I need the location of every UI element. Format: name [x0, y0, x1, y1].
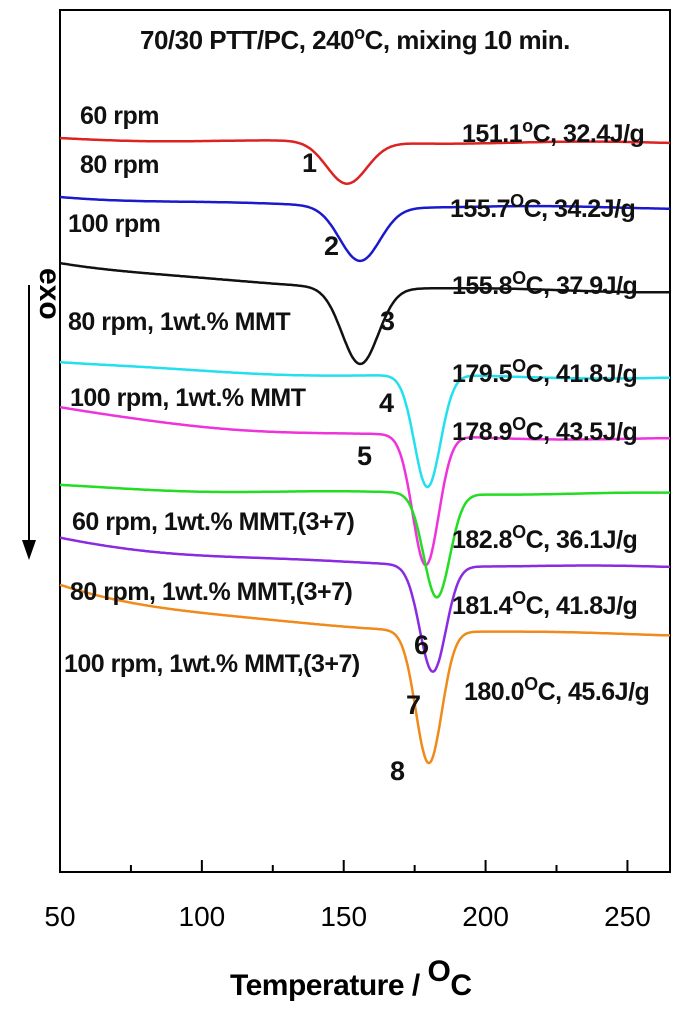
series-line-4: [59, 360, 671, 489]
series-number-label-1: 1: [302, 148, 317, 178]
x-axis-title-text: Temperature /: [230, 969, 428, 1002]
series-curves: [59, 136, 671, 765]
x-axis-title-unit: C: [450, 969, 471, 1002]
series-name-label-8: 100 rpm, 1wt.% MMT,(3+7): [64, 650, 360, 678]
x-tick-label-50: 50: [44, 901, 75, 932]
x-tick-label-150: 150: [320, 901, 367, 932]
series-name-label-6: 60 rpm, 1wt.% MMT,(3+7): [72, 508, 354, 536]
series-line-5: [59, 405, 671, 567]
peak-annotation-1: 151.1oC, 32.4J/g: [462, 116, 644, 148]
series-name-label-1: 60 rpm: [80, 102, 159, 130]
series-number-label-5: 5: [357, 441, 372, 471]
series-line-7: [59, 536, 670, 674]
series-number-label-6: 6: [414, 630, 429, 660]
y-axis-label-exo: exo: [33, 268, 66, 320]
chart-title: 70/30 PTT/PC, 240oC, mixing 10 min.: [140, 23, 570, 55]
peak-annotation-2: 155.7OC, 34.2J/g: [450, 191, 635, 223]
peak-annotation-3: 155.8OC, 37.9J/g: [452, 268, 637, 300]
x-axis-title-unit-sup: O: [428, 955, 451, 988]
peak-annotation-7: 181.4OC, 41.8J/g: [452, 588, 637, 620]
series-number-label-2: 2: [324, 231, 339, 261]
peak-annotation-8: 180.0OC, 45.6J/g: [464, 674, 649, 706]
x-tick-label-200: 200: [462, 901, 509, 932]
series-name-label-7: 80 rpm, 1wt.% MMT,(3+7): [70, 578, 352, 606]
series-name-label-4: 80 rpm, 1wt.% MMT: [68, 308, 290, 336]
peak-annotation-6: 182.8OC, 36.1J/g: [452, 522, 637, 554]
series-name-label-3: 100 rpm: [68, 210, 160, 238]
plot-frame: [59, 9, 671, 873]
series-line-1: [59, 136, 671, 185]
exo-arrow-head: [22, 540, 36, 560]
series-line-8: [59, 583, 670, 765]
series-labels: 60 rpm 1 151.1oC, 32.4J/g 80 rpm 2 155.7OC, 3…: [64, 102, 650, 786]
peak-annotation-5: 178.9OC, 43.5J/g: [452, 414, 637, 446]
series-number-label-8: 8: [390, 756, 405, 786]
x-axis-title: Temperature / OC: [230, 955, 472, 1002]
series-line-6: [59, 483, 671, 599]
series-line-2: [59, 195, 670, 263]
peak-annotation-4: 179.5OC, 41.8J/g: [452, 356, 637, 388]
x-axis-ticks: 50 100 150 200 250: [44, 860, 651, 932]
series-number-label-3: 3: [380, 306, 395, 336]
series-name-label-5: 100 rpm, 1wt.% MMT: [70, 384, 306, 412]
series-number-label-4: 4: [379, 388, 394, 418]
x-tick-label-100: 100: [179, 901, 226, 932]
series-name-label-2: 80 rpm: [80, 151, 159, 179]
x-tick-label-250: 250: [604, 901, 651, 932]
series-line-3: [59, 261, 670, 366]
series-number-label-7: 7: [406, 690, 421, 720]
